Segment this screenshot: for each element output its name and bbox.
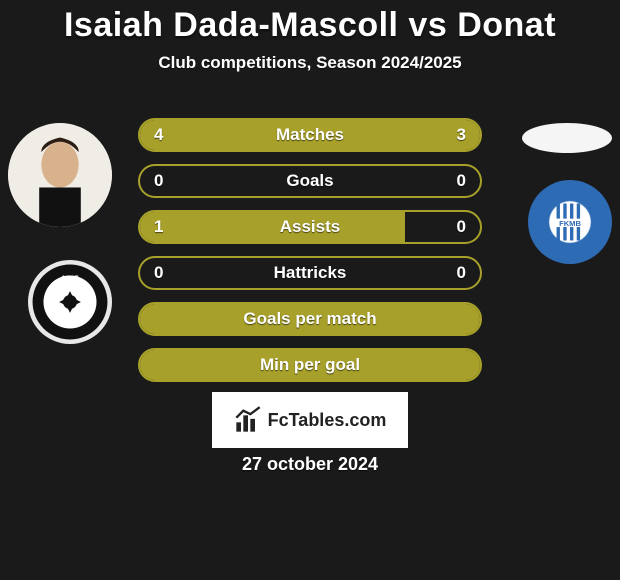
stat-value-left: 0 [154,263,163,283]
stat-value-left: 0 [154,171,163,191]
date-label: 27 october 2024 [0,454,620,475]
player-2-avatar [522,123,612,153]
brand-badge[interactable]: FcTables.com [212,392,408,448]
stat-row: 1 0 Assists [138,210,482,244]
stat-value-right: 0 [457,217,466,237]
stat-label: Assists [280,217,340,237]
stat-value-right: 3 [457,125,466,145]
brand-text: FcTables.com [268,410,387,431]
stats-table: 4 3 Matches 0 0 Goals 1 0 Assists 0 0 Hattricks Goal… [138,118,482,382]
page-title: Isaiah Dada-Mascoll vs Donat [0,0,620,45]
stat-value-right: 0 [457,171,466,191]
stat-value-right: 0 [457,263,466,283]
chart-icon [234,406,262,434]
stat-label: Matches [276,125,344,145]
stat-fill-left [140,212,405,242]
svg-text:FKMB: FKMB [559,219,581,228]
stat-label: Min per goal [260,355,360,375]
stat-label: Hattricks [274,263,347,283]
stat-label: Goals [286,171,333,191]
stat-row: 0 0 Goals [138,164,482,198]
stat-label: Goals per match [243,309,376,329]
stat-value-left: 1 [154,217,163,237]
club-1-badge: 1905 [28,260,112,344]
club-2-badge: FKMB [528,180,612,264]
stat-row: 4 3 Matches [138,118,482,152]
player-1-avatar [8,123,112,227]
svg-text:1905: 1905 [61,275,79,284]
stat-row: Min per goal [138,348,482,382]
stat-row: Goals per match [138,302,482,336]
page-subtitle: Club competitions, Season 2024/2025 [0,53,620,73]
stat-value-left: 4 [154,125,163,145]
stat-row: 0 0 Hattricks [138,256,482,290]
